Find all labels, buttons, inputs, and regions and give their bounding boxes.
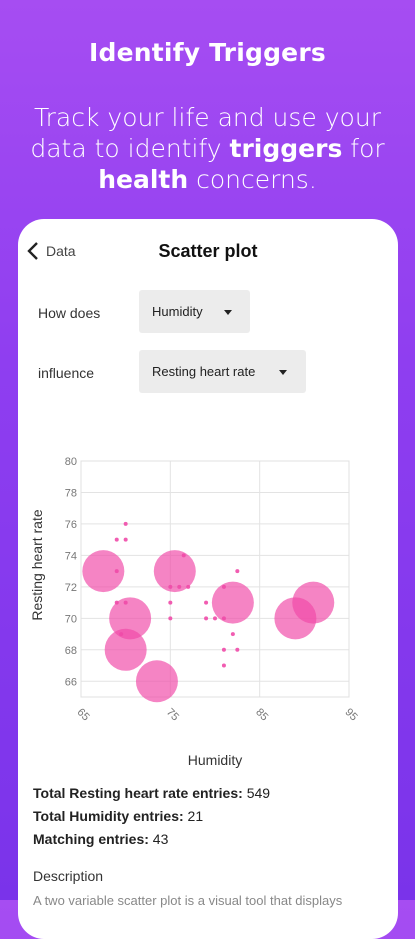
scatter-point-small <box>177 584 182 589</box>
scatter-point-small <box>213 616 217 621</box>
phone-screen: Scatter plot Data How does Humidity infl… <box>18 219 398 939</box>
x-tick-label: 85 <box>253 706 270 723</box>
hero-subtitle-part: for <box>342 134 385 163</box>
scatter-point-small <box>114 569 119 574</box>
total-x-label: Total Humidity entries: <box>33 808 184 824</box>
y-tick-label: 68 <box>65 645 77 657</box>
scatter-point-small <box>221 616 226 621</box>
x-variable-select[interactable]: Humidity <box>139 290 250 333</box>
back-button[interactable]: Data <box>26 241 76 261</box>
x-tick-label: 65 <box>75 706 92 723</box>
y-axis-label: Resting heart rate <box>29 509 45 620</box>
scatter-point-small <box>204 616 209 621</box>
scatter-point-small <box>123 537 128 542</box>
caret-down-icon <box>279 370 287 375</box>
scatter-point-small <box>235 569 240 574</box>
scatter-point-large <box>211 581 254 624</box>
description-text: A two variable scatter plot is a visual … <box>33 893 343 908</box>
how-does-label: How does <box>38 305 101 321</box>
scatter-point-large <box>153 550 196 593</box>
hero-title: Identify Triggers <box>89 38 326 67</box>
scatter-point-small <box>114 537 119 542</box>
total-y-value: 549 <box>246 785 271 801</box>
scatter-point-large <box>104 628 147 671</box>
matching-entries: Matching entries: 43 <box>33 828 270 851</box>
scatter-point-small <box>168 616 173 621</box>
total-x-value: 21 <box>187 808 204 824</box>
y-variable-select[interactable]: Resting heart rate <box>139 350 306 393</box>
back-label: Data <box>46 243 76 259</box>
scatter-point-small <box>204 600 209 605</box>
scatter-point-small <box>123 521 128 526</box>
y-tick-label: 78 <box>65 487 77 499</box>
hero-subtitle: Track your life and use your data to ide… <box>20 102 395 195</box>
y-variable-value: Resting heart rate <box>152 364 256 379</box>
scatter-point-large <box>109 597 152 640</box>
x-tick-label: 75 <box>164 706 181 723</box>
scatter-point-small <box>168 600 173 605</box>
scatter-point-large <box>292 581 335 624</box>
scatter-point-small <box>168 584 173 589</box>
x-axis-label: Humidity <box>188 752 242 768</box>
scatter-point-small <box>221 647 226 652</box>
y-tick-label: 74 <box>65 550 77 562</box>
chart-ticks: 66 68 70 72 74 76 78 80 65 75 85 95 <box>65 456 360 723</box>
stats-block: Total Resting heart rate entries: 549 To… <box>33 782 270 851</box>
y-tick-label: 76 <box>65 519 77 531</box>
scatter-point-small <box>123 600 128 605</box>
matching-value: 43 <box>152 831 169 847</box>
influence-label: influence <box>38 365 95 381</box>
scatter-point-large <box>82 550 125 593</box>
total-y-label: Total Resting heart rate entries: <box>33 785 243 801</box>
scatter-point-large <box>135 660 178 703</box>
scatter-point-small <box>235 647 240 652</box>
plot-frame <box>80 460 350 698</box>
hero-subtitle-bold: health <box>98 165 189 194</box>
top-bar: Scatter plot Data <box>18 241 398 265</box>
screen-title: Scatter plot <box>158 241 258 261</box>
y-tick-label: 80 <box>65 456 77 468</box>
chart-points <box>82 521 335 703</box>
scatter-point-small <box>221 584 226 589</box>
scatter-point-small <box>186 584 191 589</box>
scatter-point-small <box>114 600 119 605</box>
scatter-chart: 66 68 70 72 74 76 78 80 65 75 85 95 Humidity Restin… <box>29 456 360 768</box>
scatter-point-small <box>119 632 124 637</box>
hero-subtitle-bold: triggers <box>229 134 343 163</box>
scatter-point-small <box>181 553 186 558</box>
x-tick-label: 95 <box>343 706 360 723</box>
caret-down-icon <box>224 310 232 315</box>
hero-subtitle-part: concerns. <box>188 165 317 194</box>
y-tick-label: 66 <box>65 676 77 688</box>
total-x-entries: Total Humidity entries: 21 <box>33 805 270 828</box>
y-tick-label: 70 <box>65 613 77 625</box>
chevron-left-icon <box>27 242 38 260</box>
y-tick-label: 72 <box>65 582 77 594</box>
matching-label: Matching entries: <box>33 831 149 847</box>
scatter-point-small <box>230 632 235 637</box>
x-variable-value: Humidity <box>152 304 203 319</box>
total-y-entries: Total Resting heart rate entries: 549 <box>33 782 270 805</box>
hero-subtitle-part: Track your life and use your data to ide… <box>30 103 381 163</box>
description-heading: Description <box>33 868 104 884</box>
scatter-point-small <box>221 663 226 668</box>
